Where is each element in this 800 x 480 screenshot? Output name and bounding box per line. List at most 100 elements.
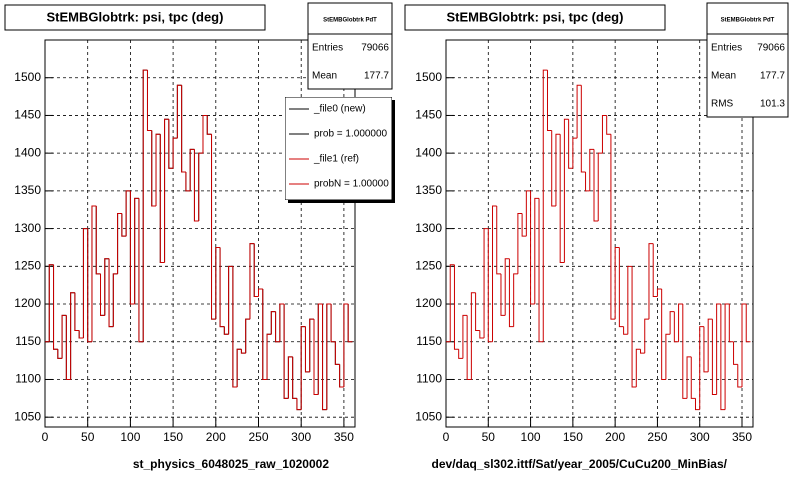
histogram-bin [159,134,165,264]
histogram-bin [458,349,463,359]
chart-title: StEMBGlobtrk: psi, tpc (deg) [447,9,624,24]
y-tick-label: 1150 [15,334,41,348]
histogram-bin [112,273,118,327]
x-tick-label: 200 [206,430,226,444]
stats-label: RMS [711,99,734,110]
histogram-bin [266,333,272,380]
histogram-bin [462,314,468,359]
histogram-bin [745,304,751,343]
histogram-bin [61,314,67,359]
histogram-bin [538,198,544,343]
histogram-bin [198,152,203,222]
histogram-bin [172,137,178,169]
histogram-bin [504,258,510,316]
stats-label: Entries [312,43,343,54]
histogram-bin [275,311,280,343]
histogram-bin [155,133,161,206]
histogram-bin [711,319,717,396]
histogram-bin [589,148,595,191]
histogram-bin [694,398,700,411]
histogram-bin [283,304,289,399]
histogram-bin [618,247,624,328]
histogram-bin [669,311,675,335]
histogram-bin [245,318,250,354]
histogram-bin [309,318,315,372]
histogram-bin [635,348,641,388]
histogram-bin [249,243,255,320]
histogram-bin [82,228,88,338]
histogram-bin [317,303,323,395]
histogram-bin [57,349,63,359]
histogram-bin [206,115,212,135]
y-tick-label: 1100 [416,372,442,386]
y-tick-label: 1450 [415,108,442,122]
histogram-bin [508,258,514,328]
histogram-bin [576,84,582,139]
y-tick-label: 1150 [416,334,442,348]
histogram-bin [87,228,92,343]
histogram-bin [665,333,671,380]
histogram-bin [703,326,709,373]
histogram-bin [568,119,573,169]
histogram-bin [513,273,518,327]
y-tick-label: 1400 [415,145,442,159]
histogram-bin [322,304,327,411]
histogram-bin [104,258,110,316]
stats-title: StEMBGlobtrk PdT [721,18,775,24]
histogram-bin [262,288,268,380]
histogram-bin [339,364,344,388]
legend-label: probN = 1.00000 [314,179,389,190]
histogram-bin [623,326,628,335]
histogram-bin [631,266,637,388]
x-tick-label: 250 [248,430,268,444]
histogram-bin [546,70,552,132]
histogram-bin [563,118,569,263]
x-tick-label: 50 [482,430,496,444]
histogram-bin [656,288,662,297]
histogram-bin [292,356,297,399]
histogram-bin [334,341,340,365]
histogram-bin [644,318,649,354]
histogram-bin [716,303,721,395]
histogram-bin [479,330,485,339]
histogram-bin [652,243,658,297]
histogram-bin [347,304,353,343]
x-tick-label: 300 [291,430,311,444]
histogram-bin [449,264,455,342]
x-tick-label: 100 [120,430,140,444]
histogram-bin [53,264,58,350]
histogram-bin [279,303,285,342]
title-box [4,4,266,31]
stats-box [307,2,393,90]
histogram-bin [253,243,259,297]
y-tick-label: 1050 [415,409,442,423]
x-tick-label: 150 [563,430,583,444]
legend-label: _file1 (ref) [313,154,359,165]
histogram-bin [678,303,683,342]
histogram-bin [610,134,616,320]
histogram-bin [534,197,540,305]
panel: 1050110011501200125013001350140014501500… [404,2,789,471]
histogram-bin [475,292,480,331]
x-tick-label: 0 [42,430,49,444]
histogram-bin [304,326,310,373]
histogram-bin [601,114,607,154]
histogram-bin [189,148,195,191]
histogram-bin [296,398,302,411]
histogram-bin [100,273,105,316]
histogram-bin [686,356,692,399]
histogram-bin [65,315,71,380]
histogram-bin [108,258,114,328]
stats-value: 177.7 [760,71,785,82]
histogram-bin [270,311,276,335]
histogram-bin [211,134,216,320]
histogram-bin [728,304,734,343]
histogram-bin [91,205,97,342]
histogram-bin [555,133,561,206]
histogram-bin [525,190,531,237]
histogram-bin [492,205,497,342]
histogram-bin [95,205,101,275]
histogram-bin [223,326,229,335]
histogram-bin [606,115,611,135]
x-tick-label: 0 [443,430,450,444]
